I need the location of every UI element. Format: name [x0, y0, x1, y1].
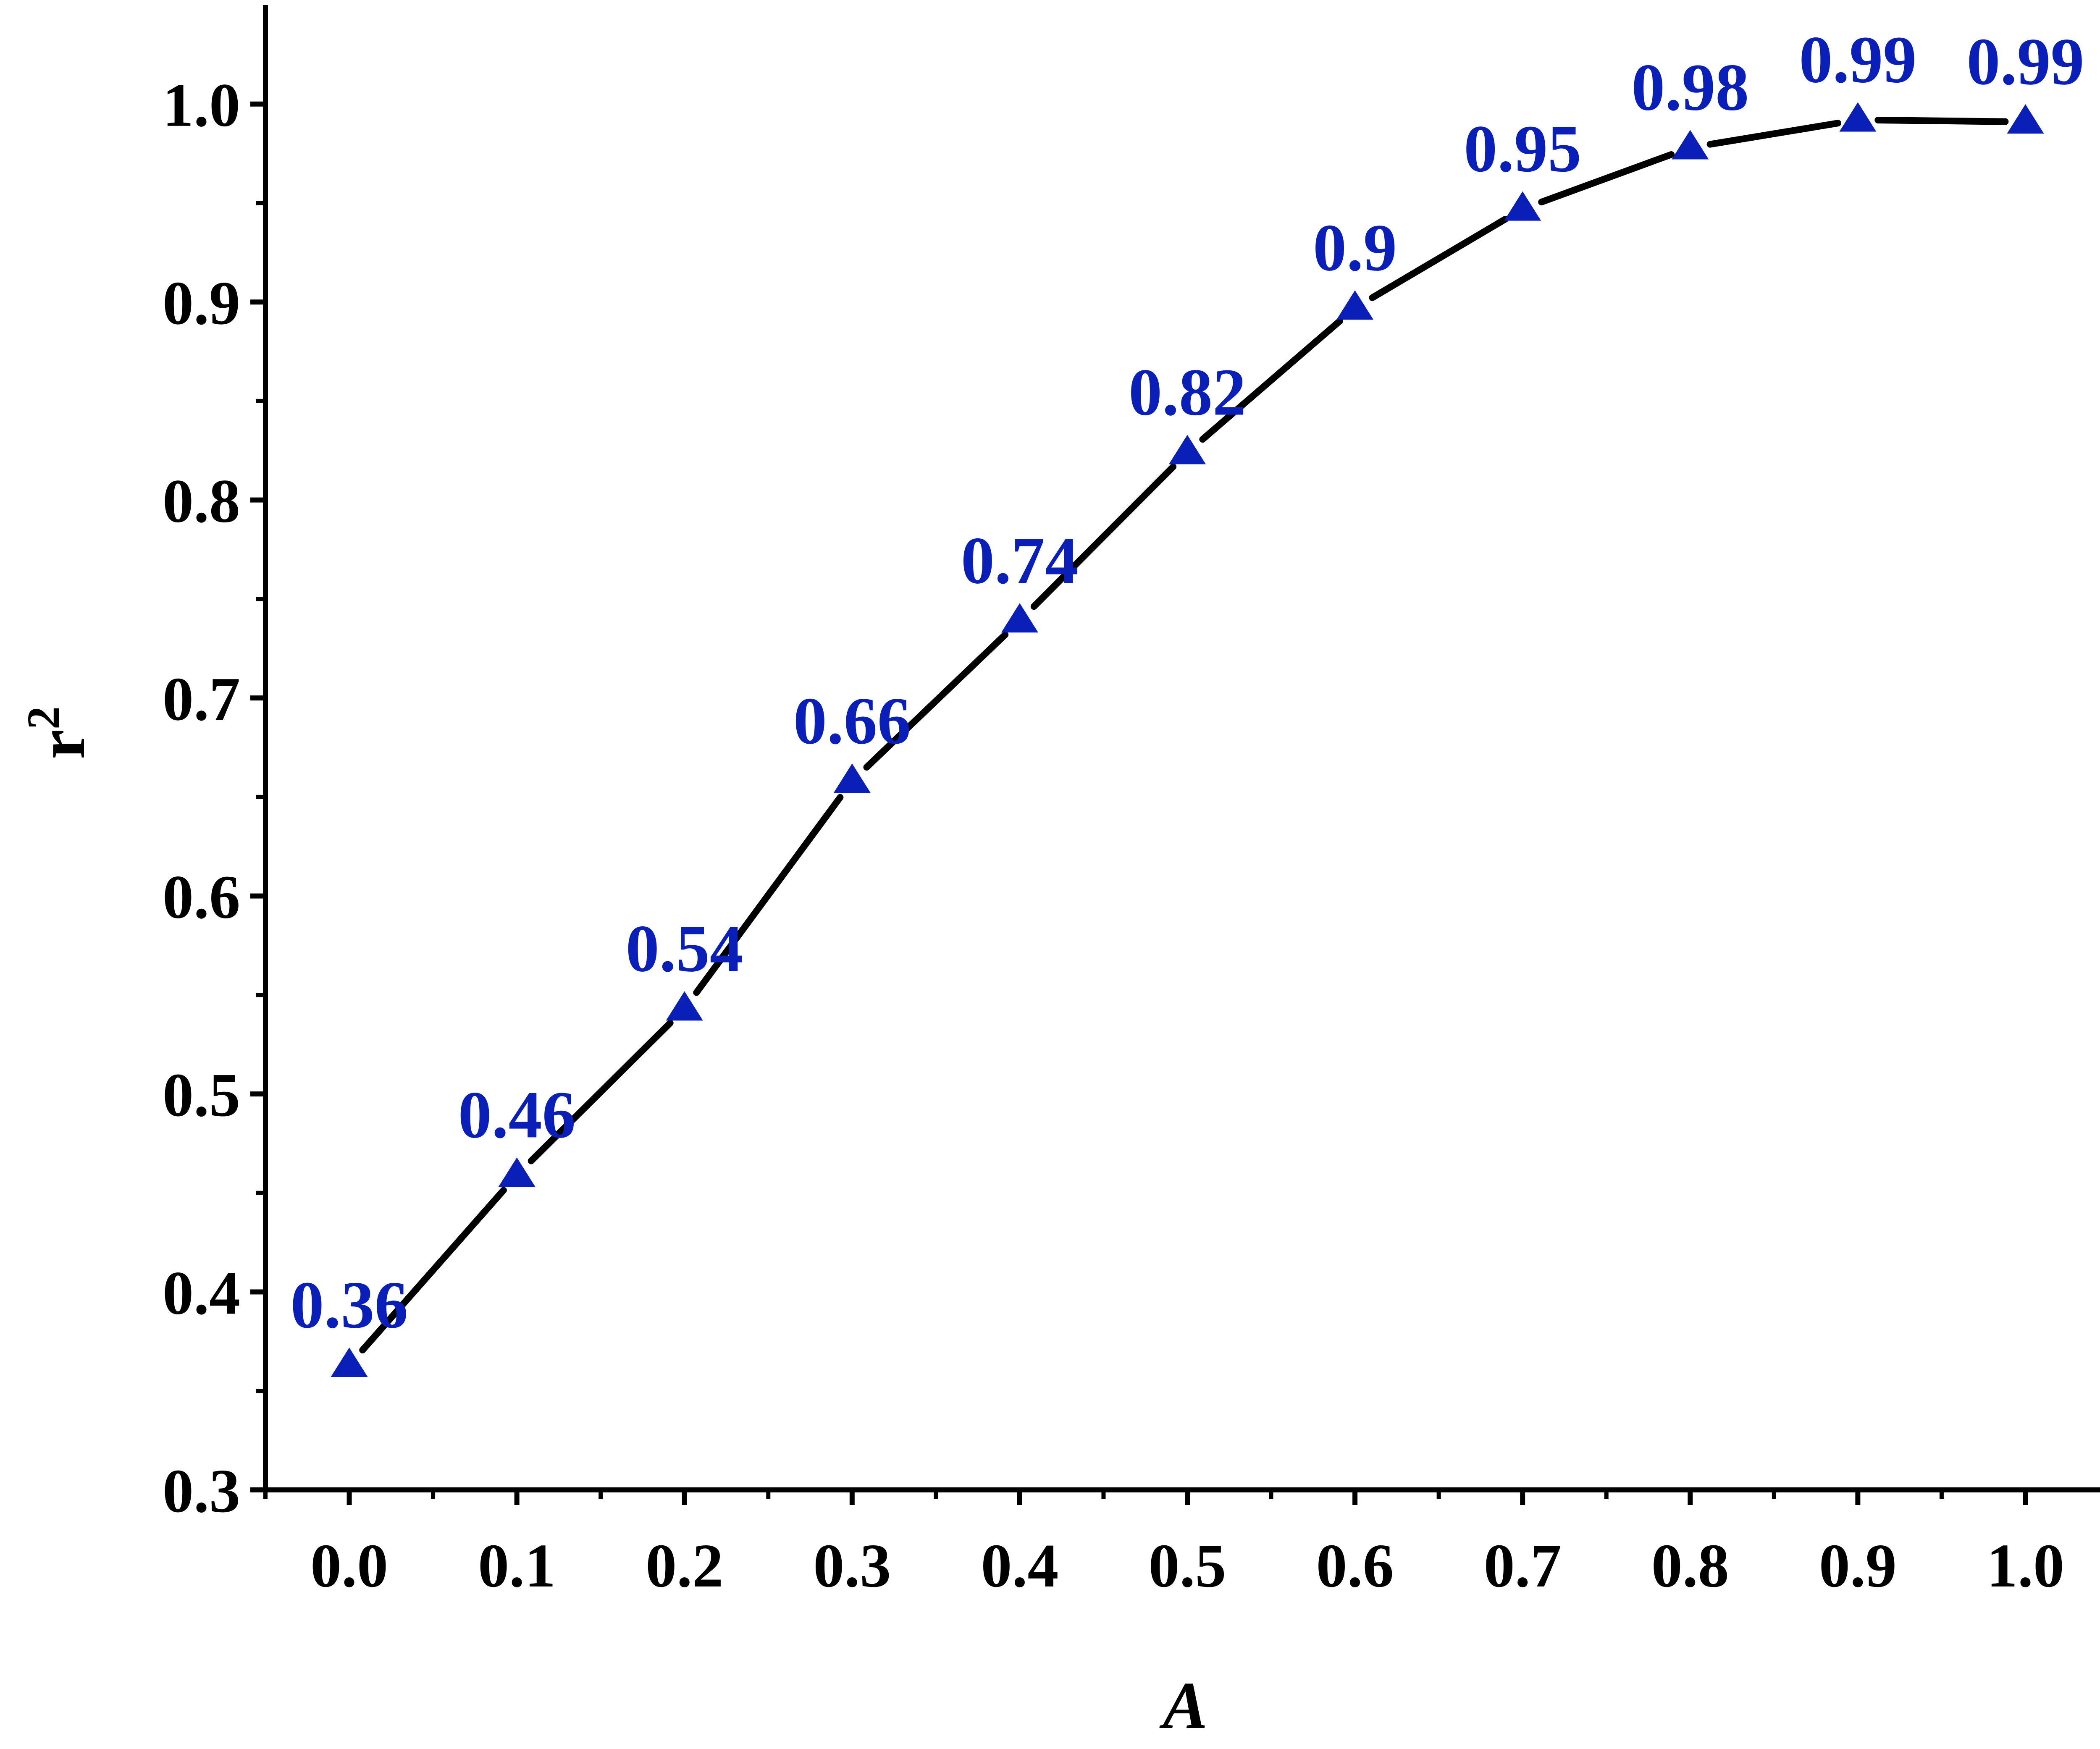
- x-tick-label: 0.7: [1484, 1531, 1562, 1600]
- data-point-marker: [1001, 603, 1038, 633]
- y-tick-label: 0.7: [163, 665, 240, 734]
- y-tick-label: 0.5: [163, 1061, 240, 1130]
- y-tick-label: 1.0: [163, 71, 240, 140]
- data-label: 0.95: [1464, 111, 1581, 186]
- x-tick-label: 0.4: [981, 1531, 1058, 1600]
- line-segment: [1369, 216, 1509, 301]
- data-label: 0.36: [291, 1267, 408, 1342]
- series-line: [359, 117, 2009, 1353]
- line-segment: [1199, 317, 1343, 443]
- y-tick-label: 0.3: [163, 1457, 240, 1526]
- line-segment: [863, 631, 1009, 771]
- series-r-squared: 0.36 0.46 0.54 0.66 0.74 0.82 0.9 0.95 0.98 0.99 0…: [291, 22, 2084, 1377]
- data-point-marker: [1672, 130, 1709, 160]
- data-point-marker: [1504, 191, 1541, 221]
- data-point-marker: [833, 763, 871, 793]
- data-label: 0.98: [1631, 50, 1749, 124]
- data-label: 0.82: [1129, 355, 1246, 430]
- x-tick-label: 0.1: [478, 1531, 556, 1600]
- x-tick-label: 0.3: [813, 1531, 891, 1600]
- data-point-marker: [2007, 104, 2044, 134]
- data-label: 0.99: [1799, 22, 1916, 97]
- data-point-marker: [666, 991, 703, 1021]
- data-label: 0.54: [626, 911, 743, 986]
- y-axis-title-superscript: 2: [18, 706, 69, 729]
- line-segment: [359, 1187, 507, 1353]
- data-point-marker: [1839, 102, 1877, 132]
- data-point-marker: [1169, 435, 1206, 464]
- data-label: 0.74: [961, 523, 1079, 598]
- data-point-marker: [498, 1157, 536, 1187]
- y-tick-label: 0.4: [163, 1259, 240, 1328]
- data-labels: 0.36 0.46 0.54 0.66 0.74 0.82 0.9 0.95 0.98 0.99 0…: [291, 22, 2084, 1342]
- line-segment: [1030, 463, 1177, 610]
- line-segment: [528, 1020, 674, 1164]
- y-tick-label: 0.8: [163, 467, 240, 536]
- data-point-marker: [1336, 290, 1374, 320]
- x-tick-label: 0.6: [1316, 1531, 1394, 1600]
- line-segment: [1706, 120, 1842, 148]
- line-segment: [1874, 117, 2009, 125]
- x-tick-label: 0.9: [1819, 1531, 1897, 1600]
- line-segment: [693, 794, 844, 996]
- y-ticks: 0.3 0.4 0.5 0.6 0.7 0.8 0.9 1.0: [163, 71, 265, 1526]
- axes: 0.3 0.4 0.5 0.6 0.7 0.8 0.9 1.0 0.0 0.1 0.2 0.3 0.4…: [163, 5, 2100, 1600]
- x-tick-label: 0.5: [1149, 1531, 1226, 1600]
- x-tick-label: 0.0: [310, 1531, 388, 1600]
- data-point-marker: [331, 1347, 368, 1377]
- data-label: 0.46: [458, 1077, 576, 1152]
- series-markers: [331, 102, 2044, 1377]
- data-label: 0.66: [793, 683, 911, 758]
- x-tick-label: 1.0: [1987, 1531, 2064, 1600]
- data-label: 0.9: [1313, 210, 1397, 285]
- data-label: 0.99: [1966, 24, 2084, 99]
- x-axis-title: A: [1159, 1668, 1208, 1743]
- y-axis-title-base: r: [24, 729, 99, 759]
- x-tick-label: 0.8: [1651, 1531, 1729, 1600]
- y-axis-title: r2: [18, 706, 99, 759]
- x-tick-label: 0.2: [646, 1531, 723, 1600]
- line-segment: [1538, 151, 1675, 206]
- y-tick-label: 0.6: [163, 863, 240, 932]
- x-ticks: 0.0 0.1 0.2 0.3 0.4 0.5 0.6 0.7 0.8 0.9 1.0: [263, 1490, 2064, 1600]
- y-tick-label: 0.9: [163, 269, 240, 338]
